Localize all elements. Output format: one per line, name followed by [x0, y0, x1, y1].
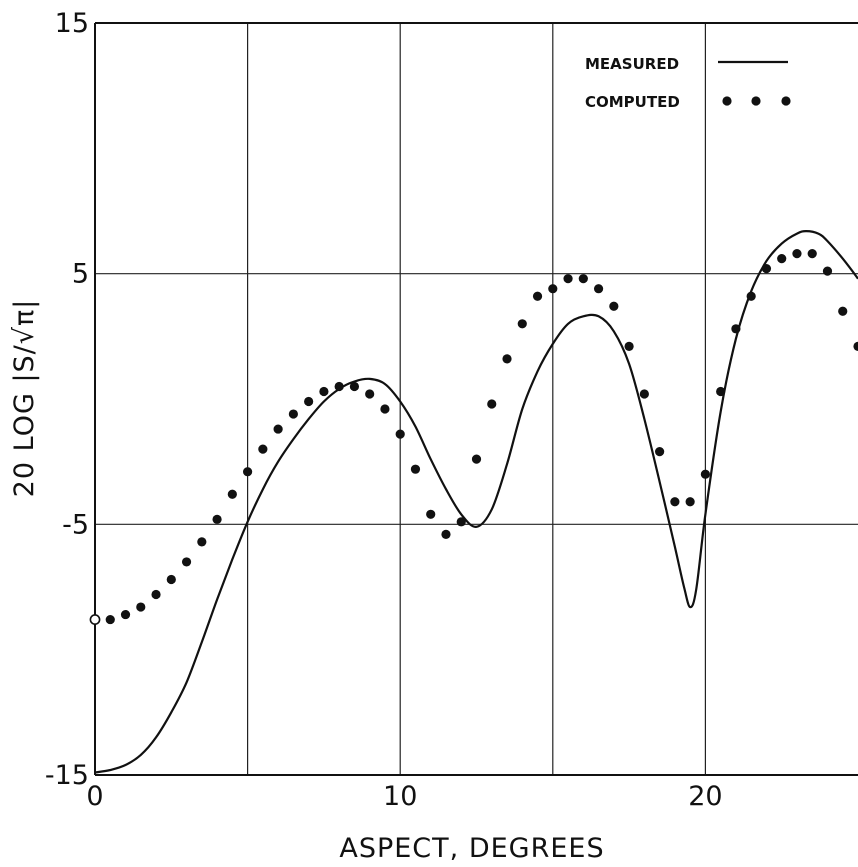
- data-point-computed: [532, 291, 543, 301]
- data-point-computed: [655, 447, 665, 457]
- series-points-computed: [89, 249, 858, 625]
- data-point-computed: [670, 497, 680, 507]
- data-point-computed: [288, 409, 298, 419]
- data-point-computed: [517, 319, 527, 329]
- data-point-computed: [273, 424, 283, 434]
- data-point-computed: [89, 614, 101, 625]
- data-point-computed: [243, 467, 253, 477]
- data-point-computed: [609, 301, 619, 311]
- data-point-computed: [731, 324, 741, 334]
- legend-dot: [781, 96, 791, 106]
- y-tick-label-5: 5: [72, 259, 89, 290]
- data-point-computed: [700, 469, 711, 479]
- data-point-computed: [792, 249, 802, 259]
- x-tick-label-10: 10: [383, 781, 417, 812]
- data-point-computed: [181, 557, 192, 567]
- data-point-computed: [319, 386, 329, 397]
- series-line-measured: [94, 229, 858, 774]
- data-point-computed: [365, 389, 375, 399]
- data-point-computed: [426, 509, 436, 519]
- y-tick-label--15: -15: [45, 760, 89, 791]
- data-point-computed: [502, 354, 512, 364]
- data-point-computed: [593, 284, 604, 294]
- legend-swatch-computed: [722, 96, 791, 106]
- data-point-computed: [487, 399, 497, 409]
- plot-frame: [94, 22, 858, 776]
- data-point-computed: [777, 254, 787, 264]
- legend: MEASURED COMPUTED: [585, 55, 791, 111]
- data-point-computed: [197, 537, 207, 547]
- data-point-computed: [380, 404, 390, 414]
- data-point-computed: [349, 381, 360, 392]
- data-point-computed: [456, 517, 466, 527]
- data-point-computed: [807, 249, 817, 259]
- data-point-computed: [853, 341, 858, 351]
- data-point-computed: [105, 614, 115, 625]
- data-point-computed: [624, 341, 634, 351]
- data-point-computed: [395, 429, 405, 439]
- legend-label-computed: COMPUTED: [585, 93, 680, 111]
- tick-labels: 0 10 20 -15 -5 5 15: [45, 8, 723, 812]
- data-point-computed: [212, 514, 222, 524]
- data-point-computed: [716, 386, 726, 397]
- data-point-computed: [227, 489, 237, 499]
- data-point-computed: [441, 529, 451, 539]
- data-point-computed: [410, 464, 421, 474]
- data-point-computed: [578, 274, 588, 284]
- x-axis-title: ASPECT, DEGREES: [339, 833, 604, 864]
- data-point-computed: [136, 602, 146, 612]
- legend-dot: [751, 96, 761, 106]
- legend-dot: [722, 96, 732, 106]
- data-point-computed: [258, 444, 268, 454]
- legend-item-measured: MEASURED: [585, 55, 788, 73]
- data-point-computed: [151, 589, 161, 600]
- data-point-computed: [120, 609, 131, 620]
- legend-label-measured: MEASURED: [585, 55, 679, 73]
- series-layer: [89, 229, 858, 774]
- data-point-computed: [471, 454, 482, 464]
- data-point-computed: [746, 291, 756, 301]
- data-point-computed: [166, 574, 176, 585]
- data-point-computed: [334, 381, 344, 392]
- data-point-computed: [304, 396, 314, 407]
- grid: [95, 23, 858, 775]
- data-point-computed: [761, 264, 772, 274]
- data-point-computed: [563, 274, 573, 284]
- data-point-computed: [639, 389, 649, 399]
- x-tick-label-20: 20: [688, 781, 722, 812]
- data-point-computed: [685, 497, 695, 507]
- y-tick-label-15: 15: [55, 8, 89, 39]
- data-point-computed: [548, 284, 558, 294]
- y-tick-label--5: -5: [62, 509, 89, 540]
- y-axis-title: 20 LOG |S/√π|: [9, 299, 40, 498]
- legend-item-computed: COMPUTED: [585, 93, 791, 111]
- x-tick-label-0: 0: [86, 781, 103, 812]
- data-point-computed: [838, 306, 848, 316]
- data-point-computed: [822, 266, 833, 276]
